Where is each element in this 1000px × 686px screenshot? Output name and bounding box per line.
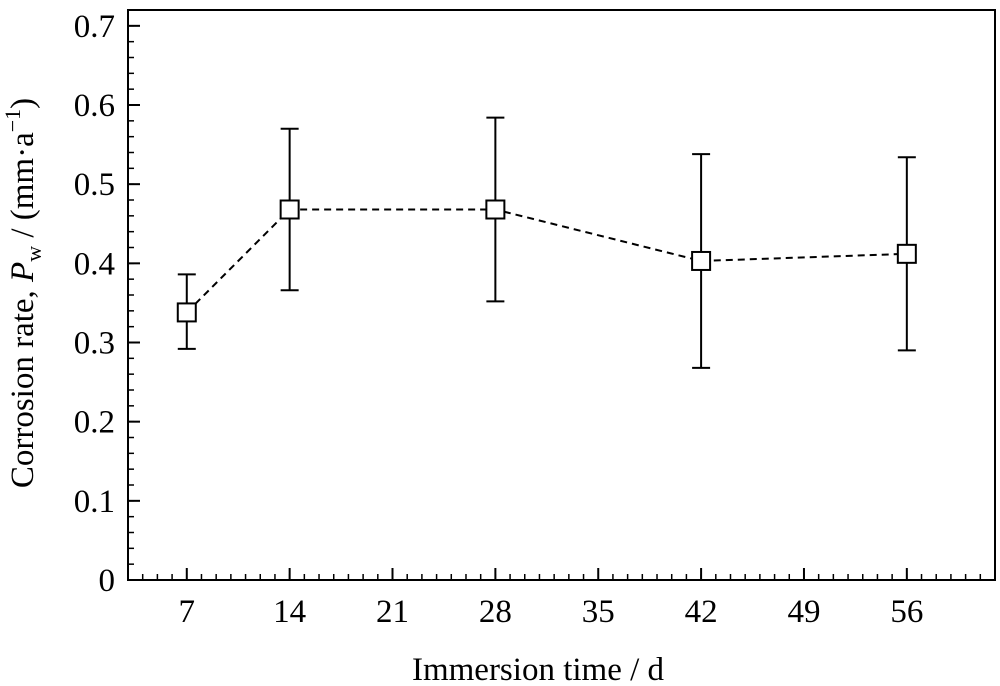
y-axis-title-superscript: −1	[0, 109, 25, 132]
y-tick-label: 0	[99, 563, 116, 599]
y-tick-labels: 0 0.1 0.2 0.3 0.4 0.5 0.6 0.7	[74, 9, 115, 599]
y-axis-title-unit-open: / (mm·a	[5, 132, 41, 246]
data-point	[176, 302, 197, 323]
y-axis-title-prefix: Corrosion rate,	[5, 282, 41, 488]
x-axis-title: Immersion time / d	[412, 652, 665, 686]
x-tick-label: 56	[890, 594, 923, 630]
y-tick-label: 0.7	[74, 9, 115, 45]
y-axis-title: Corrosion rate, Pw / (mm·a−1)	[0, 98, 46, 488]
y-axis-title-symbol: P	[5, 262, 41, 283]
y-tick-label: 0.6	[74, 88, 115, 124]
x-tick-label: 21	[376, 594, 409, 630]
x-tick-label: 49	[787, 594, 820, 630]
data-point	[279, 199, 300, 220]
y-tick-label: 0.5	[74, 167, 115, 203]
x-tick-label: 35	[582, 594, 615, 630]
x-tick-label: 28	[479, 594, 512, 630]
x-tick-label: 7	[179, 594, 196, 630]
y-tick-label: 0.3	[74, 326, 115, 362]
y-tick-label: 0.1	[74, 484, 115, 520]
series-layer	[176, 116, 917, 369]
data-point	[691, 250, 712, 271]
y-axis-title-subscript: w	[21, 246, 46, 262]
plot-frame	[127, 9, 996, 581]
x-tick-label: 42	[685, 594, 718, 630]
y-axis-title-unit-close: )	[5, 98, 41, 109]
y-tick-label: 0.2	[74, 405, 115, 441]
x-tick-labels: 7 14 21 28 35 42 49 56	[179, 594, 924, 630]
major-ticks	[128, 24, 908, 581]
series-line	[186, 208, 907, 314]
minor-ticks	[127, 9, 996, 581]
x-tick-label: 14	[273, 594, 306, 630]
data-point	[896, 243, 917, 264]
y-tick-label: 0.4	[74, 246, 115, 282]
data-point	[485, 199, 506, 220]
